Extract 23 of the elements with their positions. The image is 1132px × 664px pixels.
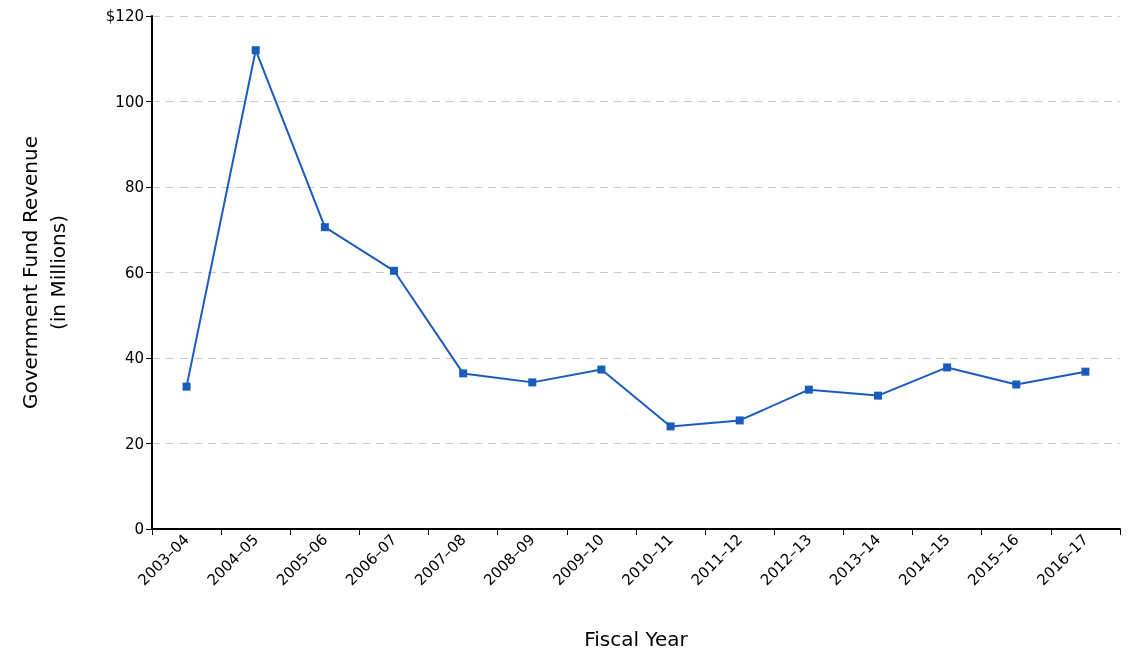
y-tick-label: 0 bbox=[134, 520, 144, 538]
y-tick-label: 80 bbox=[124, 178, 144, 196]
point bbox=[874, 391, 882, 400]
point bbox=[943, 363, 952, 372]
point bbox=[251, 46, 260, 55]
point bbox=[182, 382, 191, 391]
point bbox=[528, 378, 537, 387]
point bbox=[597, 365, 606, 374]
point bbox=[1012, 380, 1021, 389]
point bbox=[390, 266, 398, 275]
y-tick-label: 100 bbox=[115, 92, 144, 111]
y-tick-label: 20 bbox=[124, 434, 144, 453]
point bbox=[320, 223, 329, 232]
y-tick-label: 60 bbox=[124, 263, 144, 282]
point bbox=[666, 422, 675, 431]
point bbox=[459, 369, 468, 378]
y-axis-title: Government Fund Revenue (in Millions) bbox=[18, 136, 70, 409]
point bbox=[804, 385, 813, 394]
y-tick-label: 40 bbox=[124, 349, 144, 367]
y-tick-label: $120 bbox=[105, 7, 144, 25]
x-axis-title: Fiscal Year bbox=[584, 627, 689, 651]
point bbox=[735, 416, 744, 425]
point bbox=[1081, 367, 1090, 376]
